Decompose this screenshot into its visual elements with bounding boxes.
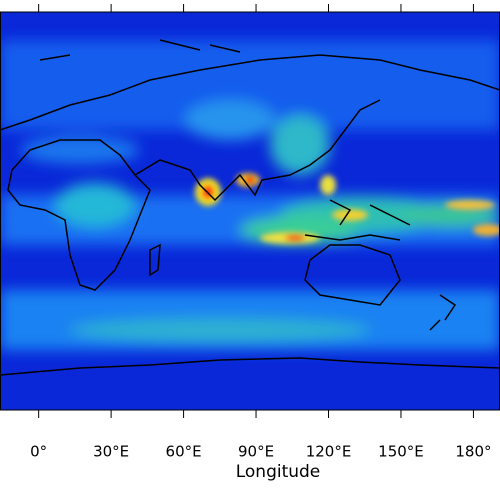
- coastlines: [0, 39, 500, 376]
- x-tick-label: 120°E: [306, 443, 352, 461]
- x-tick-label: 0°: [30, 443, 47, 461]
- field: [0, 12, 500, 410]
- x-axis-label: Longitude: [236, 462, 321, 482]
- x-tick-label: 30°E: [93, 443, 129, 461]
- x-tick-label: 90°E: [238, 443, 274, 461]
- x-tick-label: 150°E: [378, 443, 424, 461]
- x-tick-label: 180°: [455, 443, 491, 461]
- x-tick-label: 60°E: [166, 443, 202, 461]
